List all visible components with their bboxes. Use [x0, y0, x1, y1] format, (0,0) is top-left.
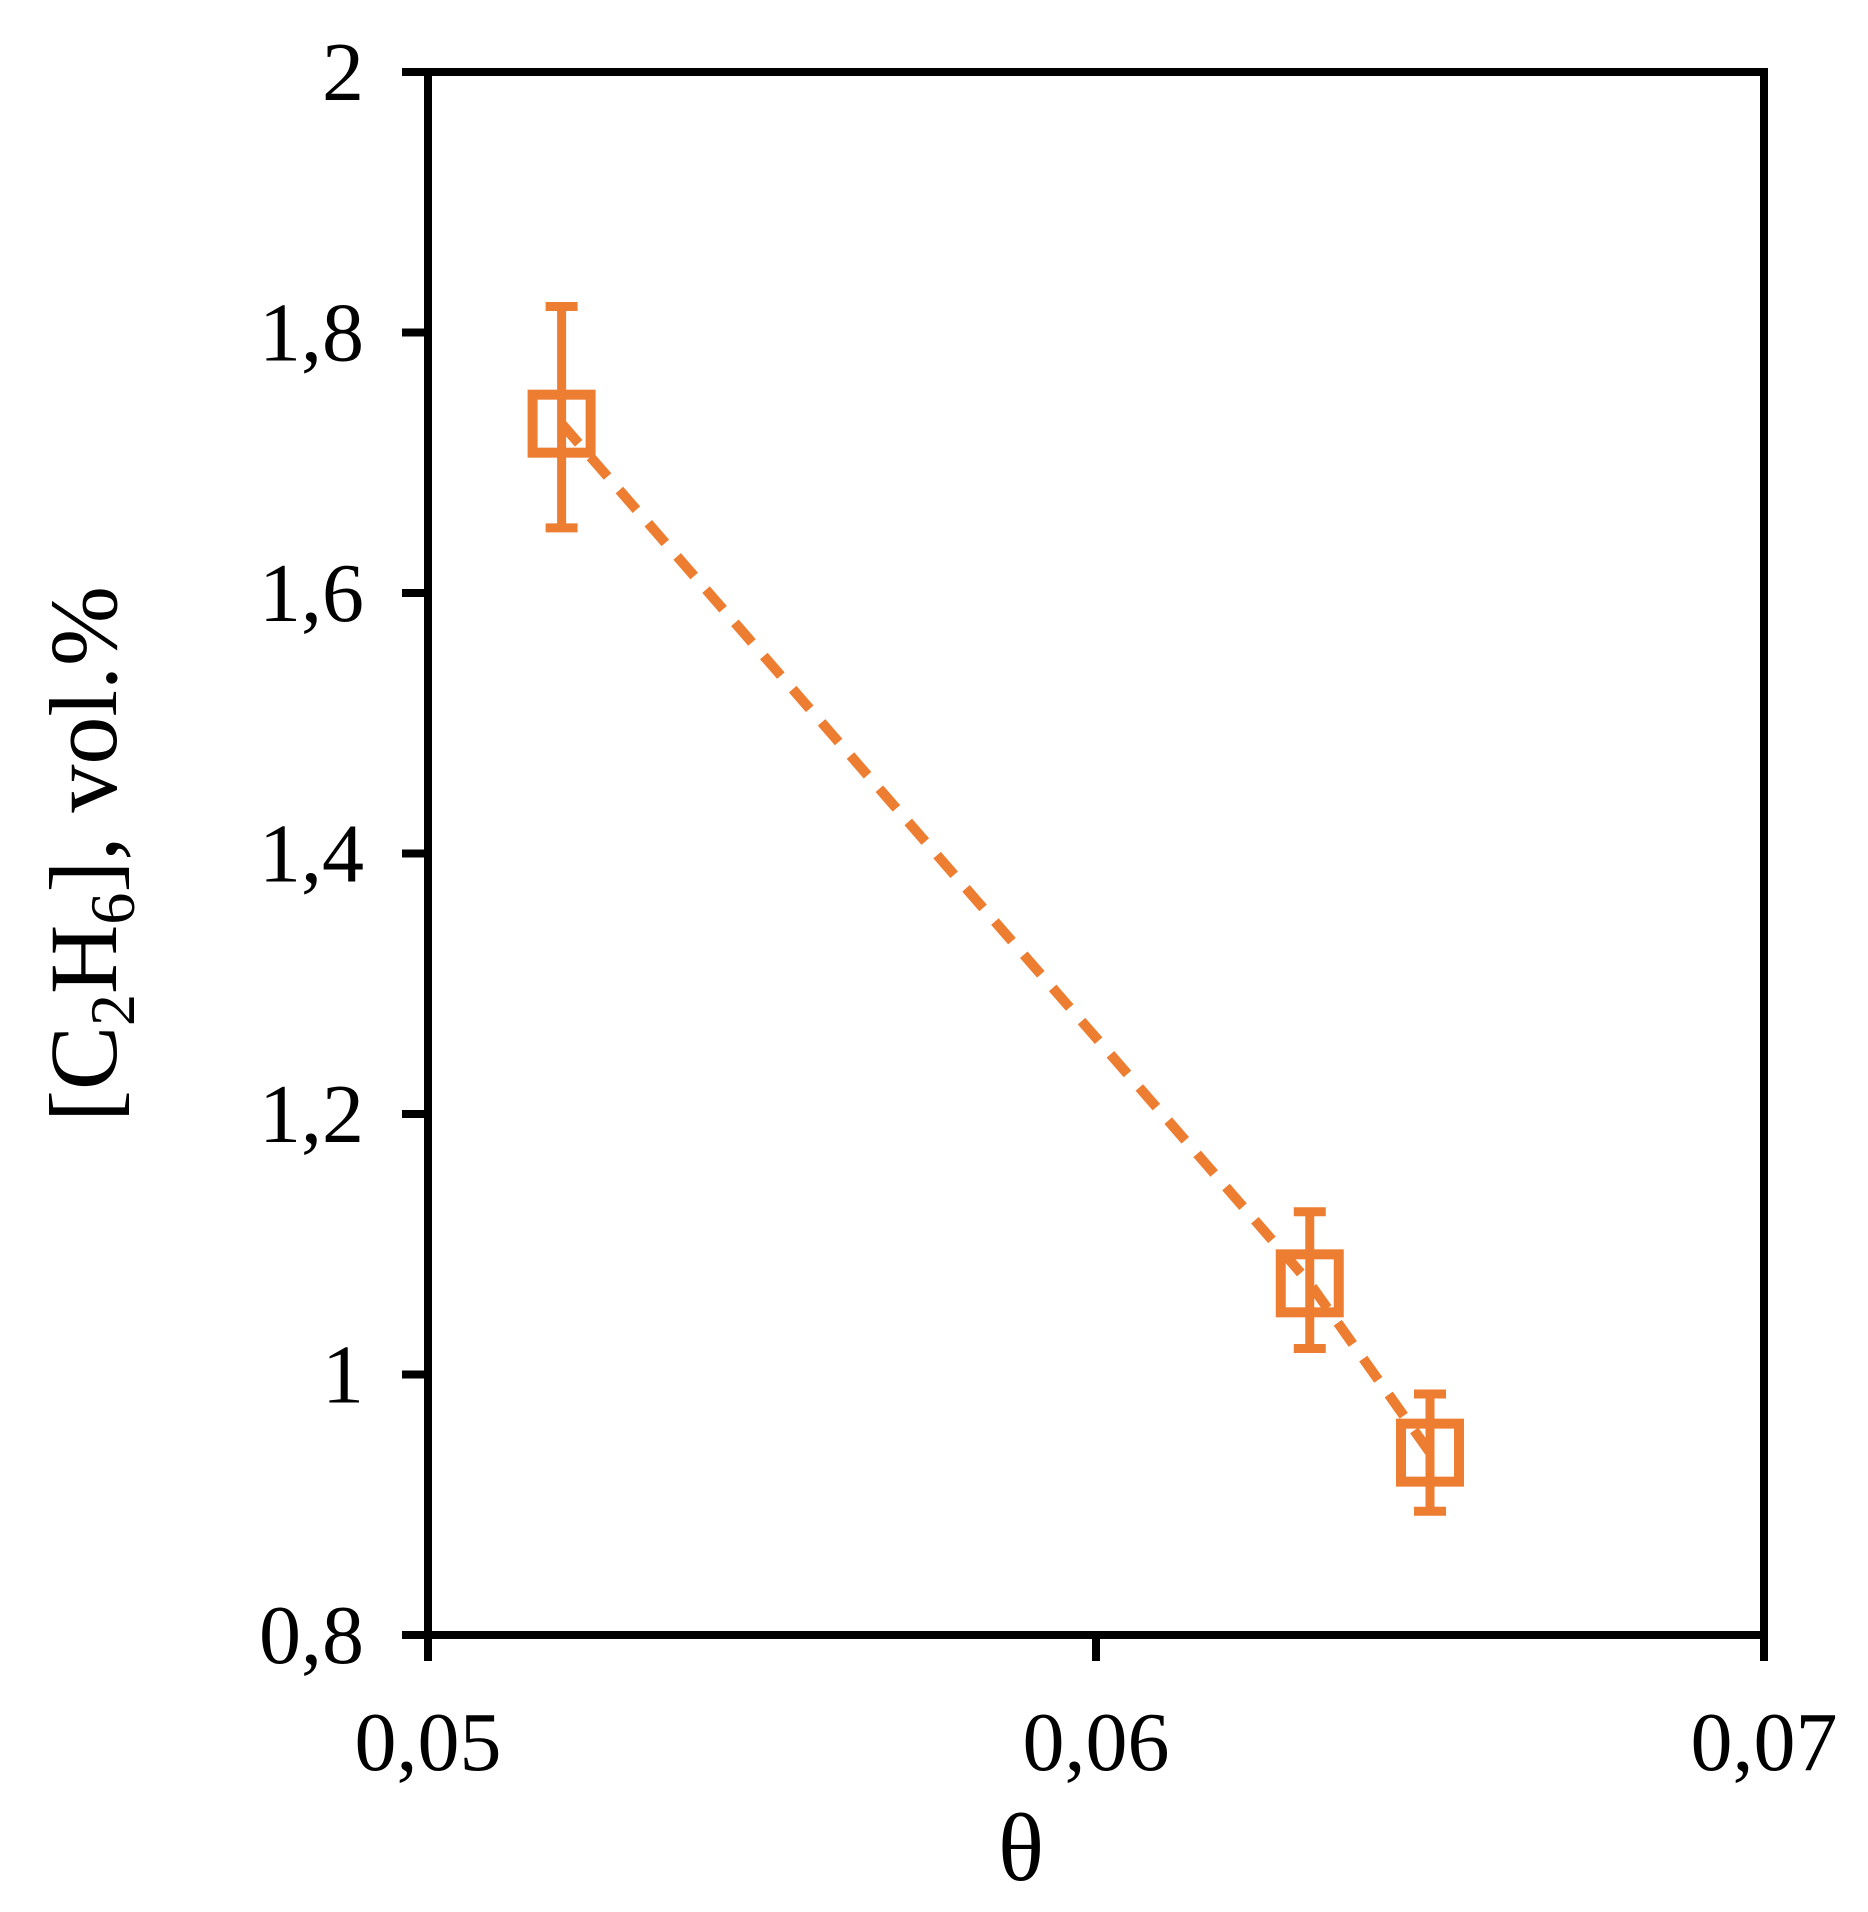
y-axis-label: [C2H6], vol.%: [30, 586, 148, 1122]
y-tick-label: 0,8: [259, 1589, 364, 1682]
data-point: [1396, 1389, 1464, 1516]
data-point: [1275, 1207, 1344, 1353]
trend-line: [557, 420, 1435, 1456]
y-tick-label: 1,6: [259, 547, 364, 640]
y-tick-label: 1,2: [259, 1068, 364, 1161]
x-axis-ticks: 0,05 0,06 0,07: [355, 1635, 1838, 1789]
data-point: [527, 301, 596, 533]
y-axis-ticks: 0,8 1 1,2 1,4 1,6 1,8 2: [259, 26, 428, 1682]
x-tick-label: 0,06: [1023, 1696, 1170, 1789]
open-square-marker: [527, 389, 596, 458]
y-tick-label: 2: [322, 26, 364, 119]
y-axis-label-prefix: [C: [30, 1026, 137, 1122]
y-axis-label-mid: H: [30, 925, 137, 994]
y-tick-label: 1,4: [259, 808, 364, 901]
open-square-marker: [1396, 1418, 1464, 1487]
y-axis-label-suffix: ], vol.%: [30, 586, 137, 893]
x-axis-label: θ: [998, 1794, 1044, 1901]
y-tick-label: 1,8: [259, 287, 364, 380]
series-layer: [527, 301, 1464, 1516]
y-tick-label: 1: [322, 1329, 364, 1422]
y-axis-label-sub2: 6: [77, 893, 148, 925]
y-axis-label-sub1: 2: [77, 994, 148, 1026]
x-tick-label: 0,05: [355, 1696, 502, 1789]
plot-frame: [424, 68, 1768, 1639]
open-square-marker: [1275, 1249, 1344, 1318]
x-tick-label: 0,07: [1691, 1696, 1838, 1789]
